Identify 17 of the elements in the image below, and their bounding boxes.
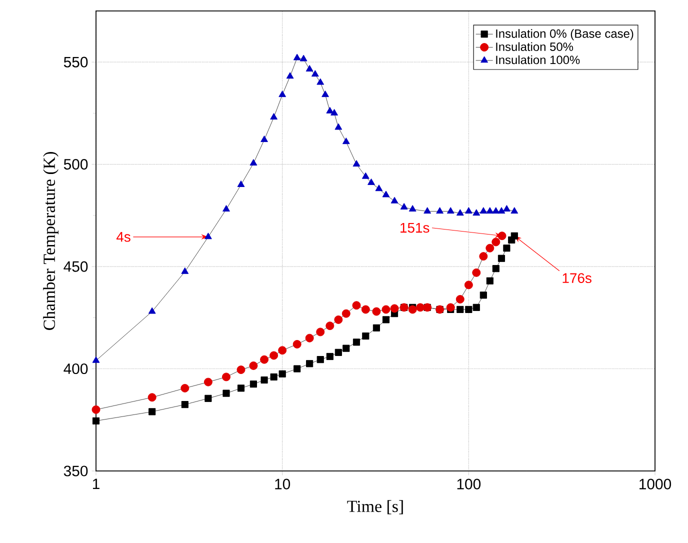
x-tick-label: 10 [275,478,290,490]
annotation: 176s [562,273,592,284]
legend-label: Insulation 100% [496,55,580,64]
x-tick-label: 1000 [640,478,672,490]
legend-label: Insulation 50% [496,42,574,51]
x-tick-label: 1 [92,478,100,490]
legend-label: Insulation 0% (Base case) [496,29,634,40]
y-axis-title: Chamber Temperature (K) [43,152,58,330]
annotation: 151s [400,223,430,233]
y-tick-label: 450 [64,261,88,272]
y-tick-label: 350 [64,466,88,476]
y-tick-label: 400 [64,363,88,374]
y-tick-label: 550 [64,56,88,68]
x-tick-label: 100 [457,478,481,490]
annotation: 4s [116,232,130,242]
x-axis-title: Time [s] [347,500,403,514]
y-tick-label: 500 [64,159,88,170]
